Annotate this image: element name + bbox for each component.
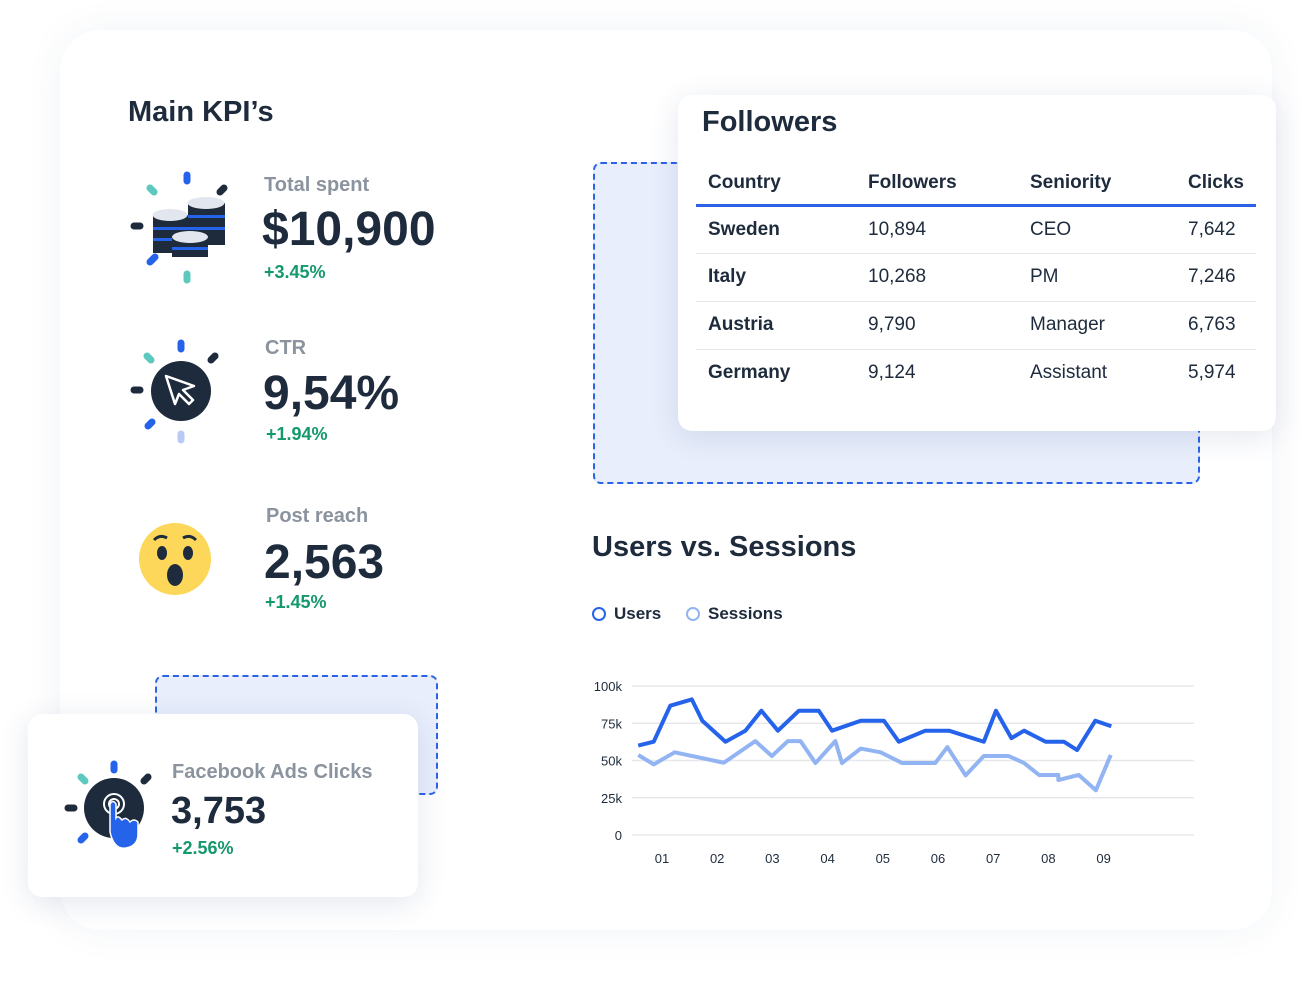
surprised-emoji-icon [138,522,212,596]
followers-card: Followers Country Followers Seniority Cl… [678,95,1276,431]
kpi-label: Post reach [266,505,369,527]
table-cell: Austria [696,301,856,350]
table-cell: Germany [708,362,791,384]
sessions-legend-marker [686,607,700,621]
users-legend-marker [592,607,606,621]
coins-icon [130,170,230,285]
table-cell: 7,246 [1176,253,1256,302]
x-tick-label: 02 [710,851,724,866]
table-header-row: Country Followers Seniority Clicks [696,171,1256,207]
legend-item-sessions[interactable]: Sessions [686,604,783,624]
y-tick-label: 0 [615,828,622,843]
kpi-label: Total spent [264,174,370,196]
kpi-label: Facebook Ads Clicks [172,761,373,783]
kpi-title: Main KPI’s [128,96,274,128]
y-tick-label: 50k [601,754,622,769]
x-tick-label: 06 [931,851,945,866]
table-cell: 7,642 [1176,205,1256,254]
table-cell: Sweden [696,205,856,254]
x-tick-label: 07 [986,851,1000,866]
followers-title: Followers [702,106,838,138]
cursor-icon [130,338,230,446]
table-cell: Italy [696,253,856,302]
table-cell: 5,974 [1188,362,1236,384]
kpi-value: 9,54% [263,367,400,420]
kpi-value: 3,753 [171,790,267,832]
kpi-change: +2.56% [172,838,234,858]
followers-table: Country Followers Seniority Clicks Swede… [696,171,1256,397]
tap-hand-icon [64,760,156,852]
legend-label: Sessions [708,604,783,623]
column-header[interactable]: Clicks [1176,171,1256,207]
kpi-label: CTR [265,337,307,359]
table-row[interactable]: Austria 9,790 Manager 6,763 [696,301,1256,350]
table-cell: Assistant [1030,362,1108,384]
table-cell: 9,124 [868,362,916,384]
x-tick-label: 01 [655,851,669,866]
table-row[interactable]: Sweden 10,894 CEO 7,642 [696,205,1256,254]
x-tick-label: 05 [876,851,890,866]
users-line [637,697,1112,753]
table-cell: PM [1018,253,1176,302]
x-tick-label: 04 [820,851,834,866]
chart-title: Users vs. Sessions [592,531,857,563]
table-row[interactable]: Italy 10,268 PM 7,246 [696,253,1256,302]
column-header[interactable]: Seniority [1018,171,1176,207]
legend-item-users[interactable]: Users [592,604,661,624]
x-tick-label: 08 [1041,851,1055,866]
kpi-change: +3.45% [264,262,326,282]
table-row[interactable]: Germany 9,124 Assistant 5,974 [696,349,1256,397]
y-tick-label: 75k [601,716,622,731]
table-cell: 6,763 [1176,301,1256,350]
users-sessions-chart: 0 25k 50k 75k 100k 01 02 03 04 05 06 07 08 09 [594,679,1194,866]
column-header[interactable]: Country [696,171,856,207]
kpi-change: +1.45% [265,592,327,612]
x-tick-label: 03 [765,851,779,866]
table-cell: 10,894 [856,205,1018,254]
y-tick-label: 25k [601,791,622,806]
x-tick-label: 09 [1096,851,1110,866]
kpi-value: 2,563 [264,536,385,589]
table-cell: Manager [1018,301,1176,350]
table-cell: 10,268 [856,253,1018,302]
kpi-change: +1.94% [266,424,328,444]
column-header[interactable]: Followers [856,171,1018,207]
table-cell: 9,790 [856,301,1018,350]
table-cell: CEO [1018,205,1176,254]
sessions-line [637,739,1113,793]
legend-label: Users [614,604,662,623]
y-tick-label: 100k [594,679,623,694]
kpi-value: $10,900 [262,203,436,256]
